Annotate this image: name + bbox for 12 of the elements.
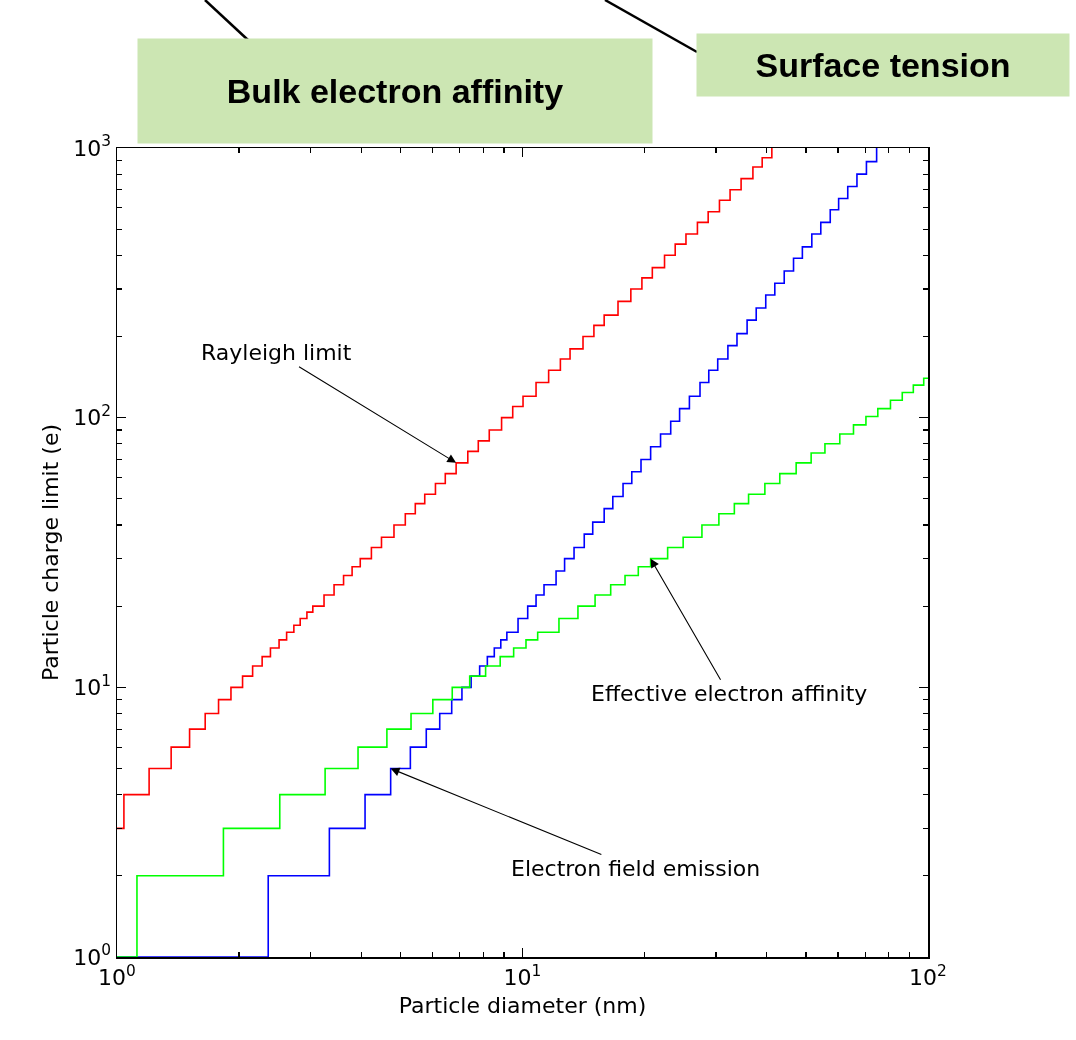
annotation: Rayleigh limit: [201, 340, 352, 365]
y-axis-title: Particle charge limit (e): [38, 423, 64, 682]
x-tick-label: 10$^{2}$: [909, 961, 947, 990]
annotation: Effective electron affinity: [591, 681, 868, 706]
x-axis-title: Particle diameter (nm): [398, 992, 647, 1018]
y-tick-label: 10$^{2}$: [73, 402, 112, 431]
annotation: Electron field emission: [511, 856, 761, 881]
y-tick-label: 10$^{1}$: [73, 671, 112, 701]
text: Surface tension: [755, 46, 1011, 84]
y-tick-label: 10$^{3}$: [73, 132, 112, 161]
x-tick-label: 10$^{1}$: [503, 961, 542, 990]
text: Bulk electron affinity: [226, 72, 564, 110]
